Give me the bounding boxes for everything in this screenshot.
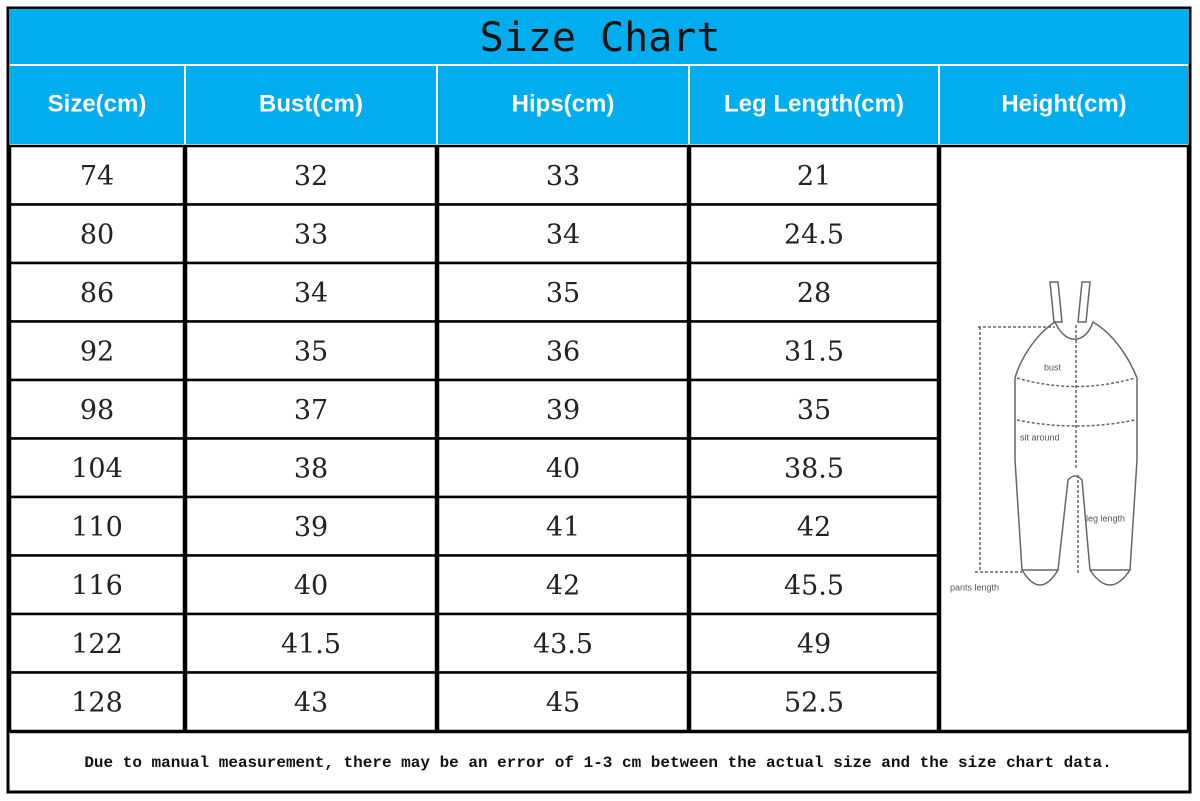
cell-value: 43.5 (533, 629, 593, 660)
cell-value: 33 (546, 161, 580, 192)
table-cell (184, 203, 438, 265)
cell-value: 38 (294, 453, 328, 484)
cell-value: 39 (546, 395, 580, 426)
measure-guides (975, 325, 1079, 575)
feet (1021, 569, 1131, 586)
cell-value: 39 (294, 512, 328, 543)
diagram-label: leg length (1086, 513, 1125, 523)
column-header: Height(cm) (1001, 90, 1126, 117)
table-cell (184, 437, 438, 499)
table-cell (184, 144, 438, 206)
table-cell (8, 203, 186, 265)
table-cell (184, 612, 438, 674)
straps (1049, 281, 1091, 323)
cell-value: 122 (71, 629, 123, 660)
cell-value: 21 (797, 161, 831, 192)
diagram-cell (938, 144, 1190, 733)
table-cell (8, 144, 186, 206)
table-cell (436, 261, 690, 323)
cell-value: 80 (80, 219, 114, 250)
cell-value: 42 (797, 512, 831, 543)
cell-value: 35 (797, 395, 831, 426)
overalls-diagram (975, 281, 1138, 586)
table-cell (688, 320, 940, 382)
diagram-label: sit around (1020, 432, 1060, 442)
cell-value: 38.5 (784, 453, 844, 484)
table-cell (184, 320, 438, 382)
cell-value: 52.5 (784, 687, 844, 718)
cell-value: 32 (294, 161, 328, 192)
cell-value: 35 (546, 278, 580, 309)
cell-value: 104 (71, 453, 123, 484)
table-cell (688, 261, 940, 323)
table-cell (436, 203, 690, 265)
table-cell (184, 378, 438, 440)
cell-value: 45.5 (784, 570, 844, 601)
table-cell (688, 203, 940, 265)
cell-value: 86 (80, 278, 114, 309)
header-cell (438, 66, 688, 144)
table-cell (436, 671, 690, 733)
diagram-label: pants length (950, 582, 999, 592)
cell-value: 24.5 (784, 219, 844, 250)
cell-value: 34 (294, 278, 328, 309)
table-cell (184, 495, 438, 557)
overalls (1014, 320, 1138, 571)
cell-value: 128 (71, 687, 123, 718)
table-cell (8, 261, 186, 323)
cell-value: 40 (546, 453, 580, 484)
column-header: Size(cm) (48, 90, 147, 117)
cell-value: 41.5 (281, 629, 341, 660)
cell-value: 33 (294, 219, 328, 250)
header-cell (10, 66, 184, 144)
cell-value: 37 (294, 395, 328, 426)
cell-value: 43 (294, 687, 328, 718)
cell-value: 28 (797, 278, 831, 309)
table-cell (688, 144, 940, 206)
measure-lines (1016, 377, 1136, 427)
table-cell (436, 612, 690, 674)
table-cell (8, 437, 186, 499)
table-cell (8, 378, 186, 440)
table-cell (436, 437, 690, 499)
table-cell (436, 320, 690, 382)
column-header: Hips(cm) (512, 90, 615, 117)
header-cell (940, 66, 1188, 144)
title: Size Chart (480, 15, 721, 61)
cell-value: 116 (71, 570, 123, 601)
cell-value: 35 (294, 336, 328, 367)
column-header: Leg Length(cm) (724, 90, 904, 117)
cell-value: 41 (546, 512, 580, 543)
cell-value: 92 (80, 336, 114, 367)
cell-value: 49 (797, 629, 831, 660)
table-cell (436, 495, 690, 557)
column-header: Bust(cm) (259, 90, 363, 117)
header-cell (690, 66, 938, 144)
cell-value: 45 (546, 687, 580, 718)
title-bar (9, 9, 1189, 64)
cell-value: 74 (80, 161, 114, 192)
cell-value: 31.5 (784, 336, 844, 367)
table-cell (688, 612, 940, 674)
table-cell (184, 554, 438, 616)
cell-value: 40 (294, 570, 328, 601)
cell-value: 36 (546, 336, 580, 367)
table-cell (184, 671, 438, 733)
diagram-label: bust (1044, 362, 1062, 372)
table-cell (184, 261, 438, 323)
table-cell (436, 144, 690, 206)
note: Due to manual measurement, there may be … (84, 754, 1111, 772)
table-cell (688, 437, 940, 499)
cell-value: 98 (80, 395, 114, 426)
cell-value: 34 (546, 219, 580, 250)
table-cell (8, 495, 186, 557)
cell-value: 110 (71, 512, 123, 543)
table-cell (8, 320, 186, 382)
header-cell (186, 66, 436, 144)
table-cell (8, 671, 186, 733)
cell-value: 42 (546, 570, 580, 601)
